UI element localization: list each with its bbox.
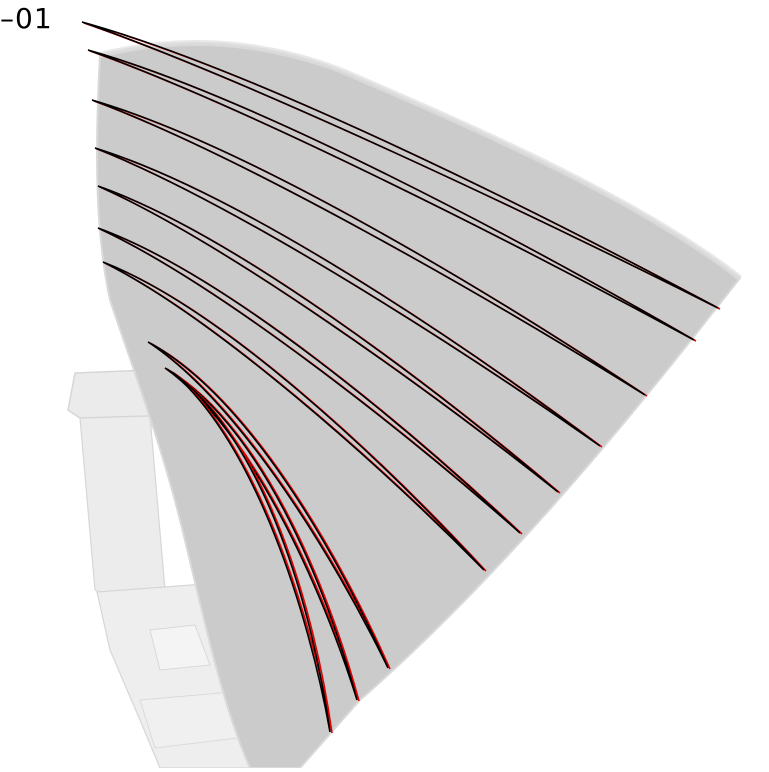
blade-leading-edge-highlight [99,40,742,281]
hub-shaft [79,415,166,601]
section-reference-7 [102,261,485,571]
section-reference-2 [87,49,695,341]
section-profiles [81,21,721,734]
section-label: –01 [0,2,53,35]
section-reference-4 [94,147,601,447]
section-reference-8 [147,341,389,669]
section-reference-1 [81,21,719,309]
section-computed-10 [173,372,333,734]
section-reference-10 [171,371,331,733]
hub-slot [149,624,211,671]
section-reference-3 [91,99,646,396]
section-reference-5 [97,185,559,493]
section-reference-6 [97,227,521,534]
